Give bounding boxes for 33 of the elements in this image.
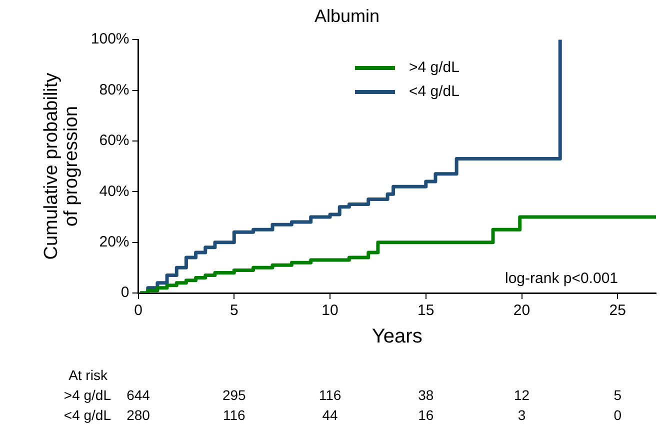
text: 295 bbox=[222, 386, 246, 403]
text: 5 bbox=[614, 386, 622, 403]
text: 280 bbox=[126, 406, 150, 423]
x-tick-label: 10 bbox=[322, 302, 338, 320]
text: >4 g/dL bbox=[64, 386, 112, 403]
text: <4 g/dL bbox=[64, 406, 112, 423]
annotation: log-rank p<0.001 bbox=[505, 270, 618, 288]
y-tick-label: 80% bbox=[99, 81, 130, 98]
legend-label: <4 g/dL bbox=[409, 82, 460, 102]
x-axis-title: Years bbox=[372, 326, 422, 348]
chart-title: Albumin bbox=[314, 6, 380, 26]
y-tick-label: 20% bbox=[99, 233, 130, 250]
x-tick-label: 25 bbox=[609, 302, 626, 320]
y-tick-label: 0 bbox=[120, 284, 130, 302]
text: 44 bbox=[322, 406, 338, 423]
y-tick-label: 60% bbox=[99, 132, 130, 150]
y-axis-title: Cumulative probability of progression bbox=[41, 72, 82, 260]
text: At risk bbox=[68, 366, 108, 383]
text: 644 bbox=[126, 386, 150, 403]
text: 116 bbox=[222, 406, 246, 423]
legend-label: >4 g/dL bbox=[409, 58, 460, 78]
x-tick-label: 0 bbox=[134, 302, 142, 320]
text: 12 bbox=[514, 386, 530, 403]
x-tick-label: 20 bbox=[513, 302, 530, 320]
text: 3 bbox=[518, 406, 526, 423]
x-tick-label: 15 bbox=[418, 302, 434, 320]
text: 38 bbox=[418, 386, 434, 403]
y-tick-label: 40% bbox=[99, 182, 130, 200]
text: 16 bbox=[418, 406, 434, 423]
text: 116 bbox=[318, 386, 342, 403]
x-tick-label: 5 bbox=[230, 302, 238, 320]
y-tick-label: 100% bbox=[90, 30, 130, 48]
text: 0 bbox=[614, 406, 622, 423]
